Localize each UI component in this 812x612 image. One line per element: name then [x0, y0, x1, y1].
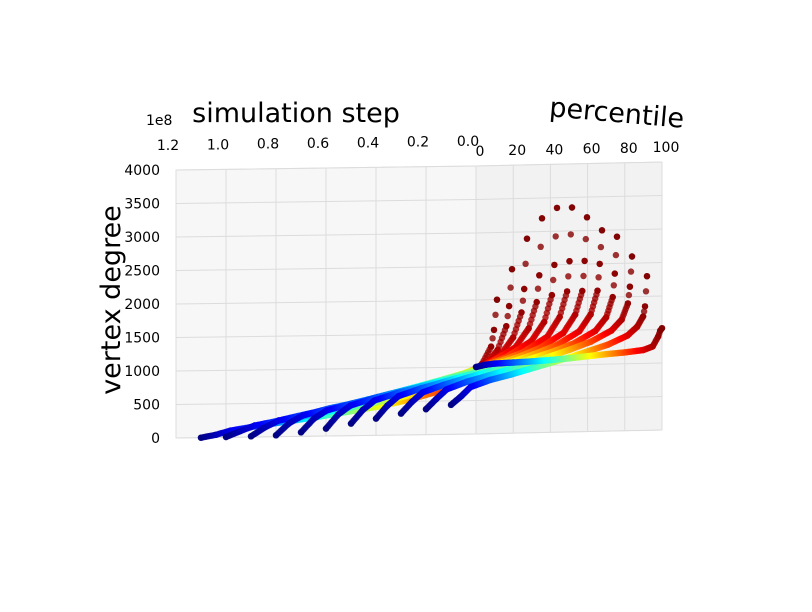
data-point: [523, 235, 531, 242]
data-point: [583, 214, 591, 221]
data-point: [548, 291, 556, 299]
x-tick-label: 20: [508, 143, 526, 159]
x-tick-label: 100: [653, 140, 680, 156]
data-point: [594, 287, 601, 294]
data-point: [610, 282, 617, 289]
tick-labels: 0 500 1000 1500 2000 2500 3000 3500 4000 0 20 40 60 8…: [124, 134, 679, 447]
z-tick-label: 3000: [124, 230, 160, 246]
data-point: [551, 261, 558, 269]
y-axis-label: simulation step: [192, 98, 400, 129]
data-point: [553, 204, 561, 212]
data-point: [598, 227, 606, 234]
data-point: [611, 270, 618, 277]
data-point: [492, 311, 499, 318]
data-point: [613, 233, 621, 240]
data-point: [493, 296, 501, 303]
data-point: [552, 233, 559, 240]
data-point: [641, 303, 649, 310]
data-point: [582, 235, 589, 243]
z-tick-label: 1000: [124, 364, 160, 380]
data-point: [626, 283, 634, 290]
z-tick-label: 4000: [124, 163, 160, 179]
data-point: [565, 273, 572, 280]
data-point: [507, 284, 514, 291]
x-tick-label: 0: [476, 144, 485, 160]
data-point: [625, 291, 633, 299]
data-point: [534, 285, 542, 292]
data-point: [533, 298, 540, 306]
offset-text: 1e8: [146, 113, 172, 129]
data-point: [596, 260, 603, 268]
x-tick-label: 80: [620, 141, 638, 157]
data-point: [519, 297, 527, 304]
data-point: [581, 257, 588, 265]
data-point: [642, 288, 650, 295]
y-tick-label: 1.0: [207, 137, 229, 153]
data-point: [504, 312, 511, 320]
data-point: [566, 258, 573, 265]
x-tick-label: 40: [545, 142, 563, 158]
data-point: [518, 309, 525, 316]
z-axis-label: vertex degree: [96, 205, 127, 395]
data-point: [522, 260, 529, 267]
data-point: [567, 231, 574, 238]
data-point: [628, 253, 636, 260]
data-point: [580, 272, 587, 280]
y-tick-label: 0.6: [307, 136, 329, 152]
data-point: [639, 313, 647, 320]
data-point: [537, 243, 544, 250]
data-point: [597, 243, 605, 251]
data-point: [643, 273, 651, 280]
data-point: [568, 204, 576, 211]
y-tick-label: 0.2: [407, 135, 429, 151]
data-points: [197, 204, 666, 441]
data-point: [609, 293, 616, 301]
z-tick-label: 2500: [124, 264, 160, 280]
y-tick-label: 1.2: [157, 138, 179, 154]
data-point: [627, 268, 635, 275]
data-point: [640, 308, 648, 315]
x-axis-label: percentile: [548, 92, 685, 135]
data-point: [624, 300, 632, 307]
data-point: [489, 335, 496, 342]
data-point: [490, 326, 498, 334]
data-point: [550, 276, 557, 284]
y-tick-label: 0.4: [357, 135, 379, 151]
z-tick-label: 0: [151, 431, 160, 447]
z-tick-label: 3500: [124, 197, 160, 213]
data-point: [505, 302, 513, 310]
series: [472, 325, 666, 371]
data-point: [612, 251, 620, 259]
data-point: [536, 272, 543, 279]
data-point: [579, 287, 586, 295]
data-point: [487, 343, 495, 350]
z-tick-label: 500: [133, 398, 160, 414]
x-tick-label: 60: [583, 142, 601, 158]
z-tick-label: 2000: [124, 297, 160, 313]
data-point: [658, 325, 666, 332]
data-point: [595, 274, 602, 281]
z-tick-label: 1500: [124, 331, 160, 347]
data-point: [538, 215, 546, 222]
y-tick-label: 0.8: [257, 137, 279, 153]
data-point: [521, 285, 528, 293]
data-point: [508, 266, 516, 273]
data-point: [503, 323, 510, 330]
y-tick-label: 0.0: [457, 134, 479, 150]
data-point: [563, 288, 571, 295]
